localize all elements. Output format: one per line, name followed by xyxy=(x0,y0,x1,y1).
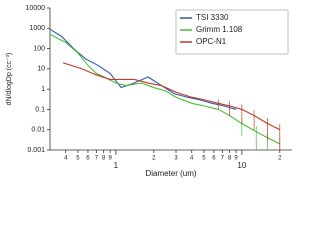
x-tick-label: 3 xyxy=(174,156,178,162)
y-tick-label: 0.001 xyxy=(27,147,45,154)
y-tick-label: 1 xyxy=(41,86,45,93)
legend-label: TSI 3330 xyxy=(196,13,229,22)
legend-box xyxy=(175,9,289,55)
x-tick-label: 9 xyxy=(234,156,238,162)
x-tick-label: 7 xyxy=(221,156,225,162)
x-tick-label: 4 xyxy=(190,156,194,162)
y-tick-label: 100 xyxy=(33,45,45,52)
x-tick-label: 5 xyxy=(76,156,80,162)
chart: Diameter (um) dN/dlogDp (cc⁻³) 0.001 0.01… xyxy=(6,5,292,178)
y-tick-label: 0.1 xyxy=(35,106,45,113)
x-tick-label: 1 xyxy=(114,161,119,170)
y-tick-label: 1000 xyxy=(29,25,45,32)
legend-label: OPC-N1 xyxy=(196,37,227,46)
x-tick-label: 8 xyxy=(102,156,106,162)
y-tick-label: 0.01 xyxy=(31,127,45,134)
x-tick-label: 7 xyxy=(95,156,99,162)
x-axis-title: Diameter (um) xyxy=(145,169,196,178)
y-axis-title: dN/dlogDp (cc⁻³) xyxy=(6,53,13,106)
x-tick-label: 9 xyxy=(108,156,112,162)
y-tick-label: 10000 xyxy=(26,5,46,12)
x-tick-label: 2 xyxy=(152,156,156,162)
y-tick-label: 10 xyxy=(37,66,45,73)
series-line xyxy=(62,62,281,131)
x-tick-label: 6 xyxy=(86,156,90,162)
x-tick-label: 5 xyxy=(202,156,206,162)
x-tick-label: 8 xyxy=(228,156,232,162)
legend-label: Grimm 1.108 xyxy=(196,25,243,34)
x-tick-label: 10 xyxy=(237,161,246,170)
x-tick-label: 6 xyxy=(212,156,216,162)
x-tick-label: 4 xyxy=(64,156,68,162)
x-tick-label: 2 xyxy=(278,156,282,162)
series-line xyxy=(49,33,281,145)
series-line xyxy=(49,28,237,110)
